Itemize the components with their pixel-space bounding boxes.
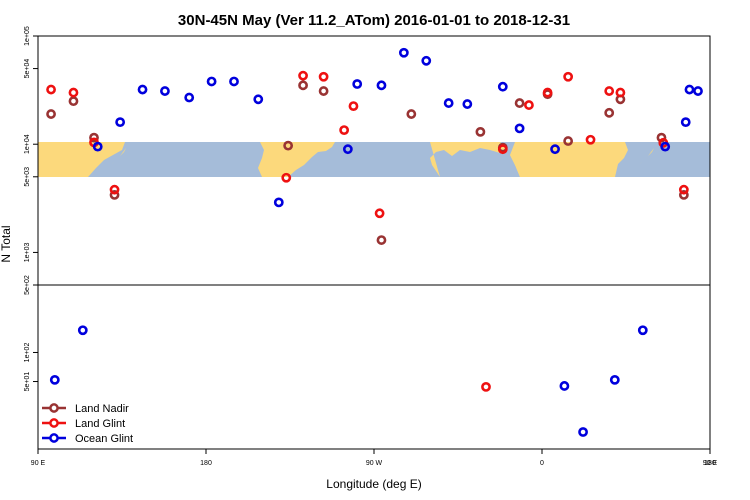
land-nadir-point xyxy=(604,107,615,118)
x-tick-label: 90 E xyxy=(703,460,718,467)
ocean-glint-point xyxy=(206,76,217,87)
y-axis-lower: 1e+02 5e+01 xyxy=(24,343,38,392)
ocean-glint-point xyxy=(352,79,363,89)
legend-marker-ocean-glint xyxy=(49,433,59,443)
land-nadir-point xyxy=(376,235,387,245)
ocean-glint-point xyxy=(398,47,409,58)
map-band xyxy=(38,142,710,177)
legend-marker-land-nadir xyxy=(49,403,59,413)
ocean-glint-point xyxy=(462,99,473,109)
ocean-glint-point xyxy=(637,325,648,336)
land-nadir-point xyxy=(318,86,329,96)
land-nadir-point xyxy=(563,136,574,146)
y-tick-label: 1e+02 xyxy=(24,343,31,363)
y-tick-label: 5e+04 xyxy=(24,59,31,79)
land-nadir-point xyxy=(283,140,294,151)
ocean-glint-point xyxy=(421,55,432,66)
land-nadir-point xyxy=(89,132,99,143)
land-glint-point xyxy=(281,172,292,183)
land-glint-point xyxy=(497,144,508,155)
land-nadir-point xyxy=(514,98,525,108)
land-glint-point xyxy=(68,87,79,98)
land-glint-point xyxy=(348,101,359,112)
land-glint-point xyxy=(298,70,308,81)
ocean-glint-point xyxy=(550,144,560,155)
y-tick-label: 5e+03 xyxy=(24,167,31,187)
y-tick-label: 1e+03 xyxy=(24,242,31,262)
land-glint-point xyxy=(678,184,689,195)
ocean-glint-point xyxy=(497,81,508,92)
ocean-glint-point xyxy=(253,94,264,105)
ocean-glint-point xyxy=(137,84,148,95)
land-glint-point xyxy=(374,208,385,219)
legend-label-ocean-glint: Ocean Glint xyxy=(75,433,133,445)
ocean-glint-point xyxy=(77,325,88,336)
ocean-glint-point xyxy=(229,76,239,87)
ocean-glint-point xyxy=(684,84,695,95)
ocean-glint-point xyxy=(680,117,691,128)
y-tick-label: 1e+05 xyxy=(24,26,31,46)
y-tick-label: 5e+02 xyxy=(24,275,31,295)
y-tick-label: 1e+04 xyxy=(24,134,31,154)
land-north-america xyxy=(258,142,335,177)
chart-title: 30N-45N May (Ver 11.2_ATom) 2016-01-01 t… xyxy=(178,12,570,29)
ocean-glint-point xyxy=(115,117,126,128)
land-nadir-point xyxy=(46,109,56,119)
ocean-glint-point xyxy=(578,427,588,437)
ocean-glint-point xyxy=(514,123,525,134)
land-glint-point xyxy=(542,87,553,98)
lower-plot-frame xyxy=(37,284,711,450)
land-glint-point xyxy=(563,71,574,82)
ocean-glint-point xyxy=(273,197,284,208)
y-axis-upper: 1e+05 5e+04 1e+04 5e+03 1e+03 5e+02 xyxy=(24,26,38,295)
land-glint-point xyxy=(604,86,615,96)
data-points xyxy=(46,47,703,437)
land-glint-point xyxy=(339,125,350,136)
land-nadir-point xyxy=(406,109,417,119)
land-glint-point xyxy=(481,381,491,392)
land-asia-west xyxy=(38,142,125,177)
legend: Land Nadir Land Glint Ocean Glint xyxy=(42,403,133,445)
legend-marker-land-glint xyxy=(49,418,59,428)
x-tick-label: 0 xyxy=(540,460,544,467)
x-tick-label: 180 xyxy=(704,460,716,467)
ocean-glint-point xyxy=(160,86,170,96)
ocean-glint-point xyxy=(609,374,620,385)
land-glint-point xyxy=(524,100,534,110)
ocean-glint-point xyxy=(660,141,671,152)
land-glint-point xyxy=(318,71,329,82)
x-axis-label: Longitude (deg E) xyxy=(326,477,421,491)
legend-label-land-nadir: Land Nadir xyxy=(75,403,129,415)
x-tick-label: 90 W xyxy=(366,460,383,467)
ocean-glint-point xyxy=(92,141,103,152)
ocean-glint-point xyxy=(342,144,353,155)
ocean-glint-point xyxy=(49,374,60,385)
y-axis-label: N Total xyxy=(0,225,13,262)
land-nadir-point xyxy=(678,190,689,200)
ocean-glint-point xyxy=(184,92,195,103)
y-tick-label: 5e+01 xyxy=(24,372,31,392)
land-glint-point xyxy=(585,134,596,145)
x-tick-label: 90 E xyxy=(31,460,46,467)
ocean-glint-point xyxy=(443,98,454,108)
land-nadir-point xyxy=(109,190,120,200)
land-nadir-point xyxy=(298,80,308,91)
land-glint-point xyxy=(615,87,626,98)
land-nadir-point xyxy=(475,126,486,137)
land-glint-point xyxy=(109,184,120,195)
land-nadir-point xyxy=(68,96,79,107)
land-asia-east xyxy=(510,142,628,177)
land-glint-point xyxy=(46,84,56,95)
x-tick-label: 180 xyxy=(200,460,212,467)
legend-label-land-glint: Land Glint xyxy=(75,418,125,430)
ocean-glint-point xyxy=(376,80,387,91)
ocean-glint-point xyxy=(559,381,570,391)
ocean-glint-point xyxy=(693,86,703,96)
